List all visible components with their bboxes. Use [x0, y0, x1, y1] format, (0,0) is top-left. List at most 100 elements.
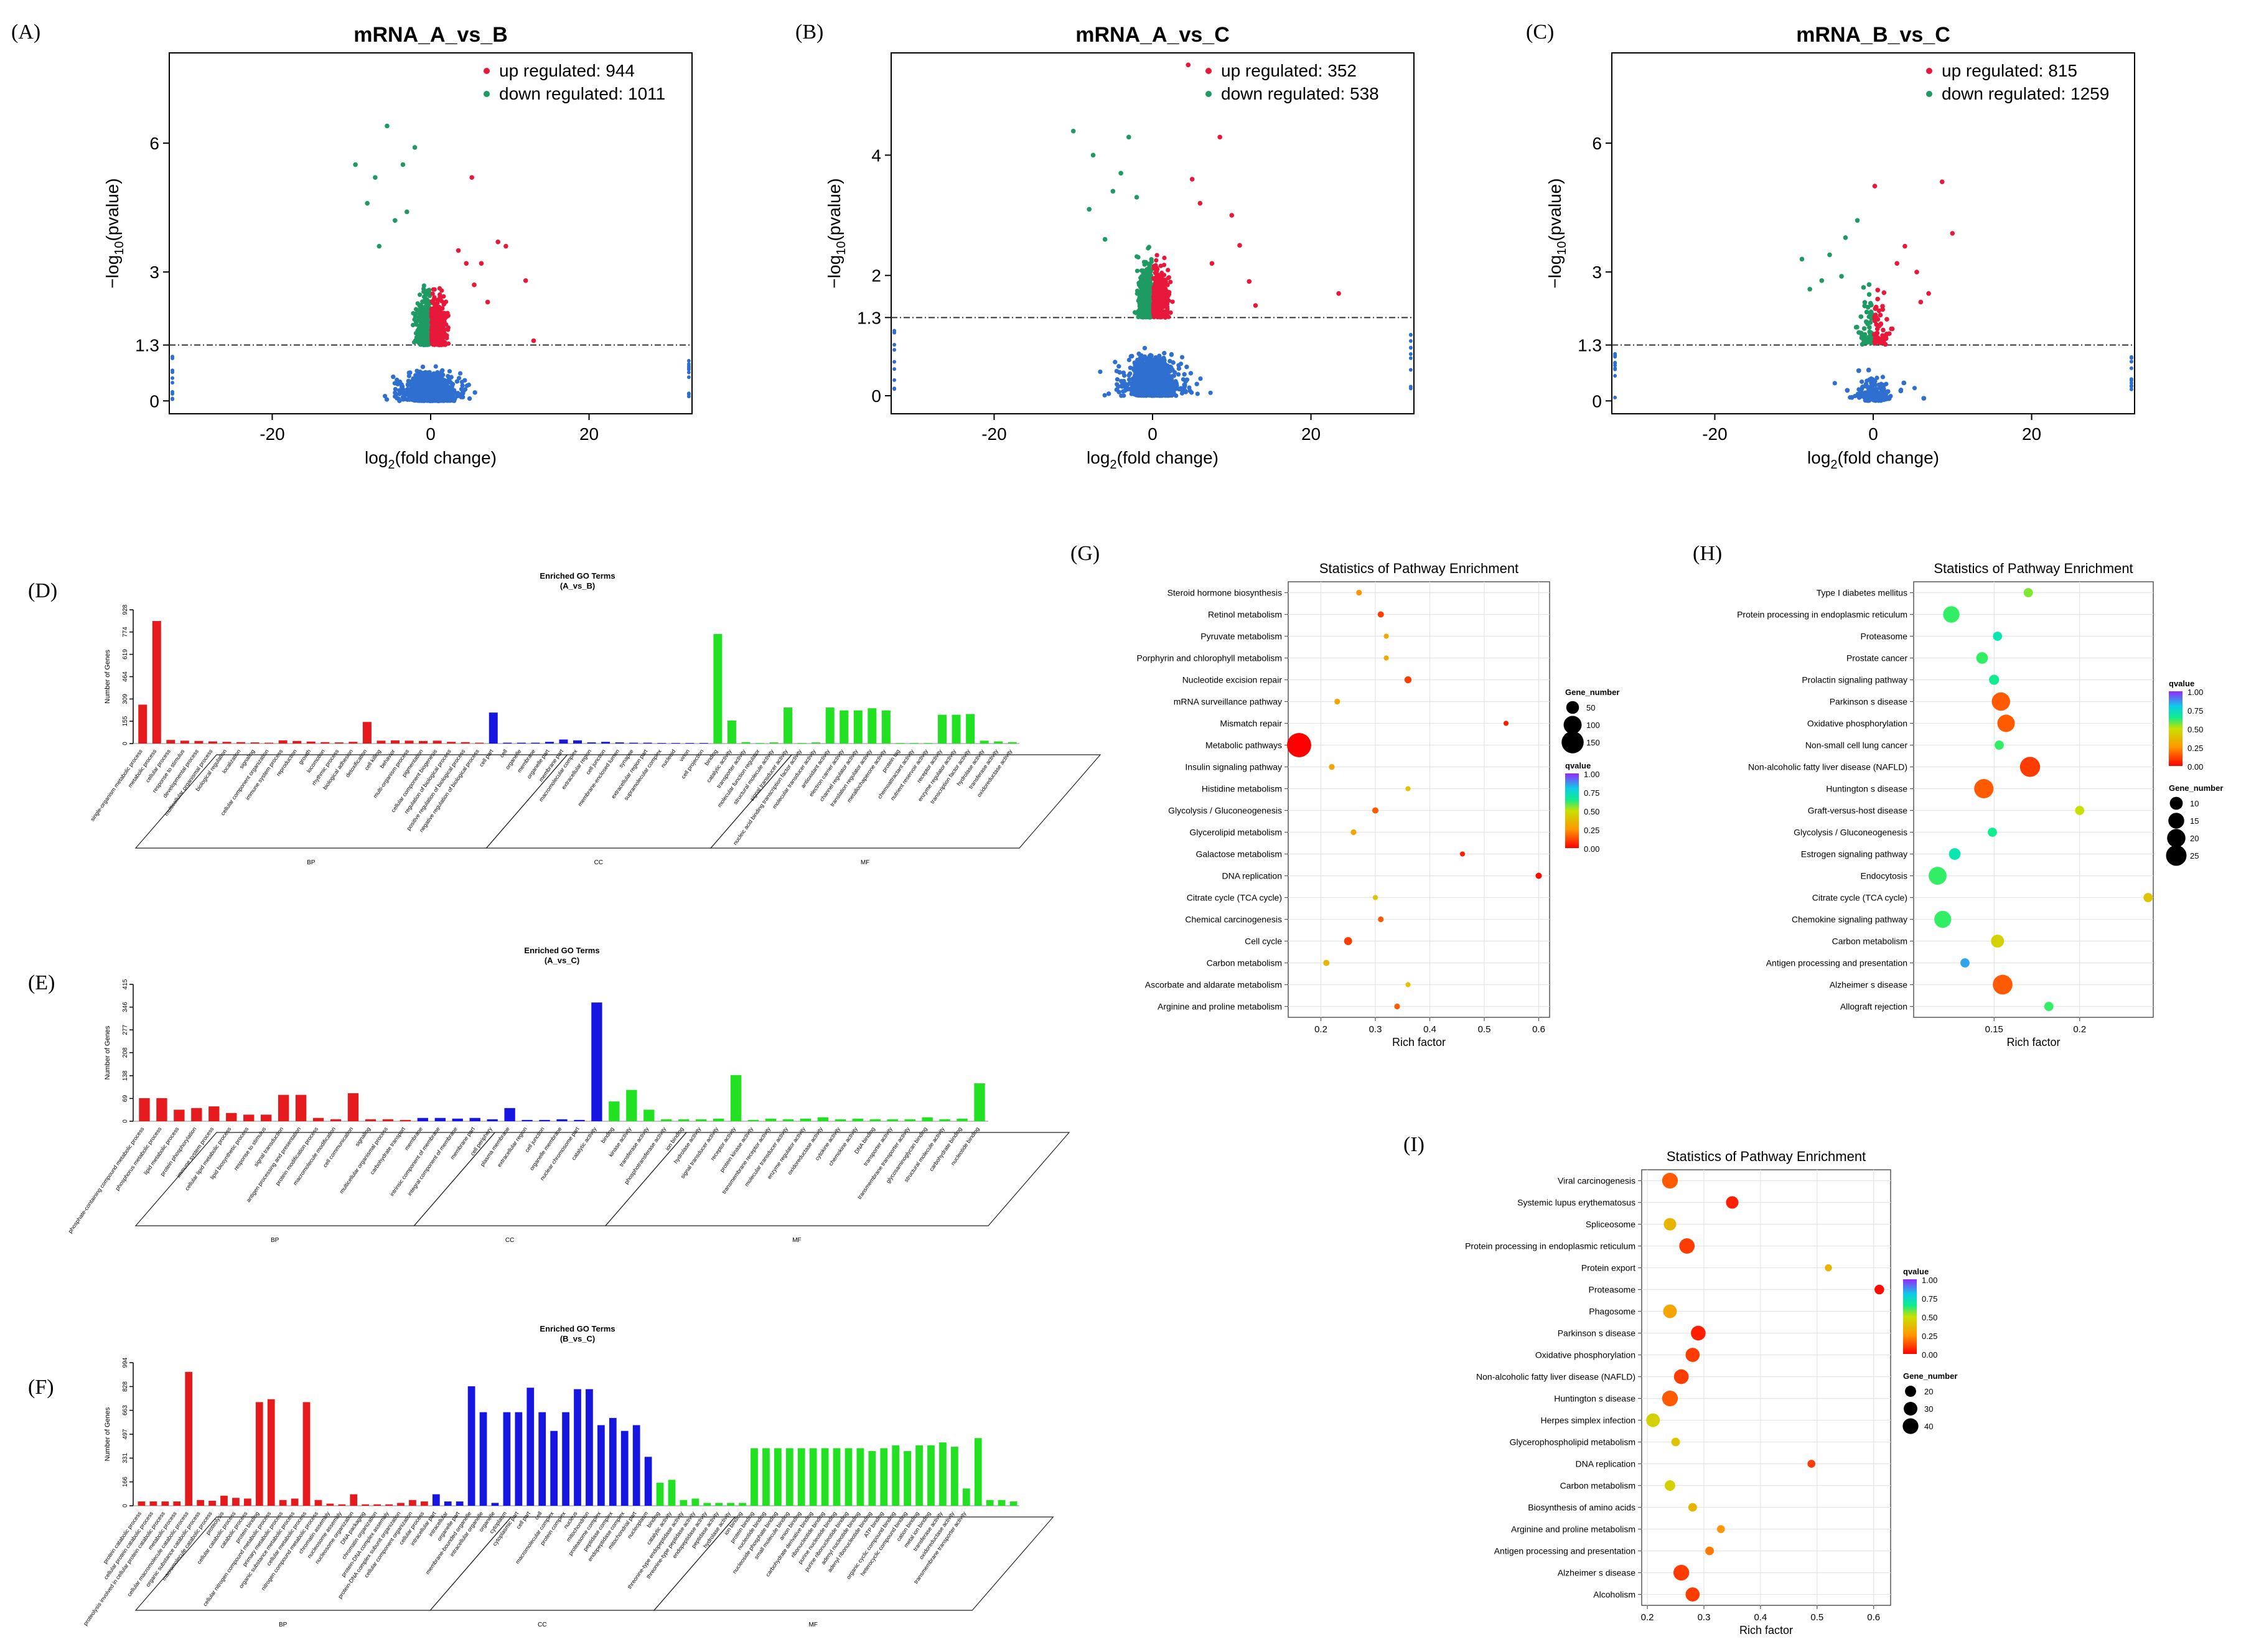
ns-point — [443, 398, 448, 403]
up-point — [433, 322, 438, 327]
panel-label: (B) — [795, 21, 823, 44]
ns-point — [462, 378, 467, 383]
down-point — [412, 317, 417, 322]
up-point — [444, 322, 449, 327]
ns-point — [171, 376, 175, 380]
down-point — [377, 243, 382, 249]
ns-point — [171, 370, 175, 375]
ns-point — [686, 375, 691, 380]
up-point — [435, 301, 440, 306]
up-point — [531, 338, 536, 343]
down-point — [415, 301, 420, 306]
chart-title: mRNA_A_vs_C — [1075, 23, 1230, 47]
y-tick-label: 3 — [149, 263, 159, 282]
up-point — [434, 310, 439, 315]
ns-point — [434, 373, 439, 378]
down-point — [400, 162, 406, 167]
up-point — [456, 248, 461, 253]
up-point — [437, 336, 442, 341]
ns-point — [449, 375, 454, 380]
down-point — [421, 309, 426, 314]
ns-point — [456, 376, 462, 381]
up-point — [434, 331, 440, 337]
ns-point — [406, 383, 411, 388]
down-point — [423, 327, 428, 332]
ns-point — [411, 383, 416, 388]
ns-point — [454, 379, 460, 384]
ns-point — [409, 379, 414, 384]
ns-point — [171, 396, 175, 401]
ns-point — [467, 396, 472, 401]
up-point — [432, 287, 437, 292]
up-point — [495, 240, 500, 245]
ns-point — [408, 391, 413, 396]
ns-point — [434, 383, 439, 388]
x-axis-label: log2(fold change) — [1087, 448, 1219, 472]
panel-label: (F) — [28, 1376, 54, 1399]
ns-point — [419, 390, 424, 395]
down-point — [423, 293, 428, 298]
up-point — [472, 282, 477, 287]
up-point — [436, 327, 442, 332]
down-point — [424, 304, 429, 309]
legend-down-swatch — [484, 91, 490, 97]
down-point — [416, 315, 421, 320]
ns-point — [457, 371, 463, 376]
plot-frame — [169, 52, 693, 414]
data-points — [892, 62, 1413, 398]
down-point — [425, 340, 430, 345]
down-point — [414, 335, 419, 340]
down-point — [418, 292, 423, 297]
x-tick-label: -20 — [260, 424, 284, 444]
y-axis-label: −log10(pvalue) — [103, 178, 126, 288]
up-point — [440, 318, 445, 323]
down-point — [421, 283, 426, 288]
y-axis-label: −log10(pvalue) — [825, 178, 848, 288]
ns-point — [686, 366, 691, 370]
up-point — [439, 342, 444, 347]
y-tick-label: 0 — [149, 391, 159, 411]
up-point — [469, 175, 474, 180]
ns-point — [413, 396, 418, 401]
down-point — [353, 162, 358, 167]
down-point — [424, 316, 429, 321]
up-point — [429, 312, 434, 317]
ns-point — [1208, 390, 1213, 395]
panel-label: (A) — [11, 21, 40, 44]
panel-label: (G) — [1070, 542, 1100, 565]
data-points — [171, 123, 691, 403]
ns-point — [462, 387, 468, 392]
ns-point — [405, 387, 410, 392]
ns-point — [1195, 391, 1200, 396]
ns-point — [425, 370, 430, 375]
ns-point — [1178, 362, 1184, 366]
ns-point — [423, 387, 428, 392]
chart-title: mRNA_A_vs_B — [353, 23, 508, 47]
ns-point — [1169, 352, 1174, 357]
ns-point — [448, 380, 453, 385]
down-point — [419, 319, 424, 324]
ns-point — [452, 398, 457, 403]
ns-point — [447, 369, 452, 374]
ns-point — [421, 381, 426, 386]
ns-point — [444, 384, 450, 389]
up-point — [485, 299, 490, 305]
panel-label: (I) — [1403, 1133, 1425, 1156]
down-point — [419, 304, 424, 309]
ns-point — [393, 394, 398, 399]
up-point — [432, 295, 437, 300]
down-point — [385, 123, 390, 129]
down-point — [414, 311, 419, 316]
ns-point — [1198, 376, 1203, 381]
ns-point — [391, 375, 396, 380]
legend-up-swatch — [484, 68, 490, 74]
ns-point — [171, 355, 175, 359]
ns-point — [425, 374, 430, 379]
panel-label: (D) — [28, 579, 57, 602]
ns-point — [449, 390, 455, 395]
x-tick-label: -20 — [981, 424, 1006, 444]
ns-point — [457, 393, 462, 398]
legend-up-label: up regulated: 944 — [499, 61, 635, 80]
